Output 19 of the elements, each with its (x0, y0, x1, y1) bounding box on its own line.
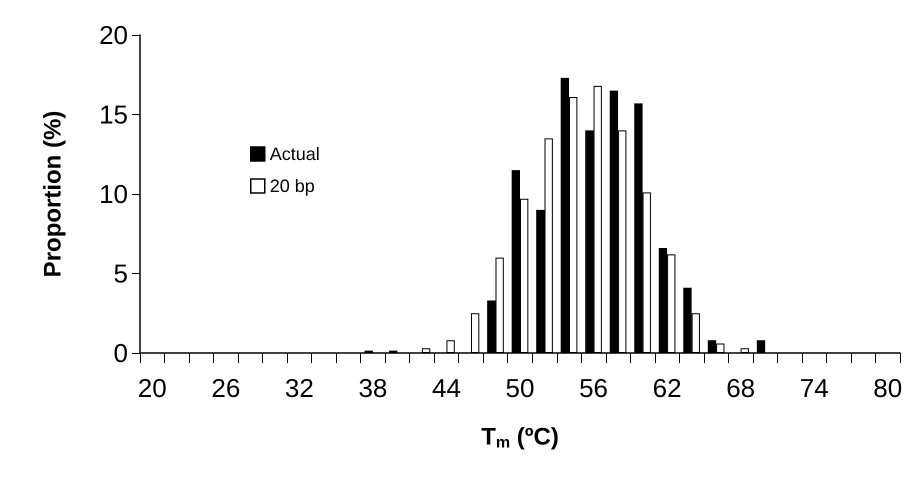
x-tick-label: 20 (138, 373, 167, 403)
legend-label: 20 bp (270, 176, 315, 196)
y-tick-label: 15 (99, 100, 128, 130)
x-tick-label: 80 (873, 373, 902, 403)
y-axis-title: Proportion (%) (40, 110, 66, 278)
x-tick-label: 32 (284, 373, 314, 403)
x-tick-label: 50 (506, 373, 534, 403)
y-tick-label: 20 (99, 20, 128, 50)
x-tick-label: 62 (652, 373, 682, 403)
y-tick-label: 10 (99, 179, 128, 209)
y-tick-label: 0 (114, 338, 128, 368)
x-tick-label: 68 (726, 373, 756, 403)
x-tick-label: 38 (358, 373, 388, 403)
x-tick-label: 56 (579, 373, 608, 403)
y-tick-label: 5 (114, 258, 128, 288)
x-tick-label: 26 (211, 373, 240, 403)
x-tick-label: 74 (800, 373, 829, 403)
x-tick-label: 44 (432, 373, 461, 403)
legend-label: Actual (270, 144, 320, 164)
